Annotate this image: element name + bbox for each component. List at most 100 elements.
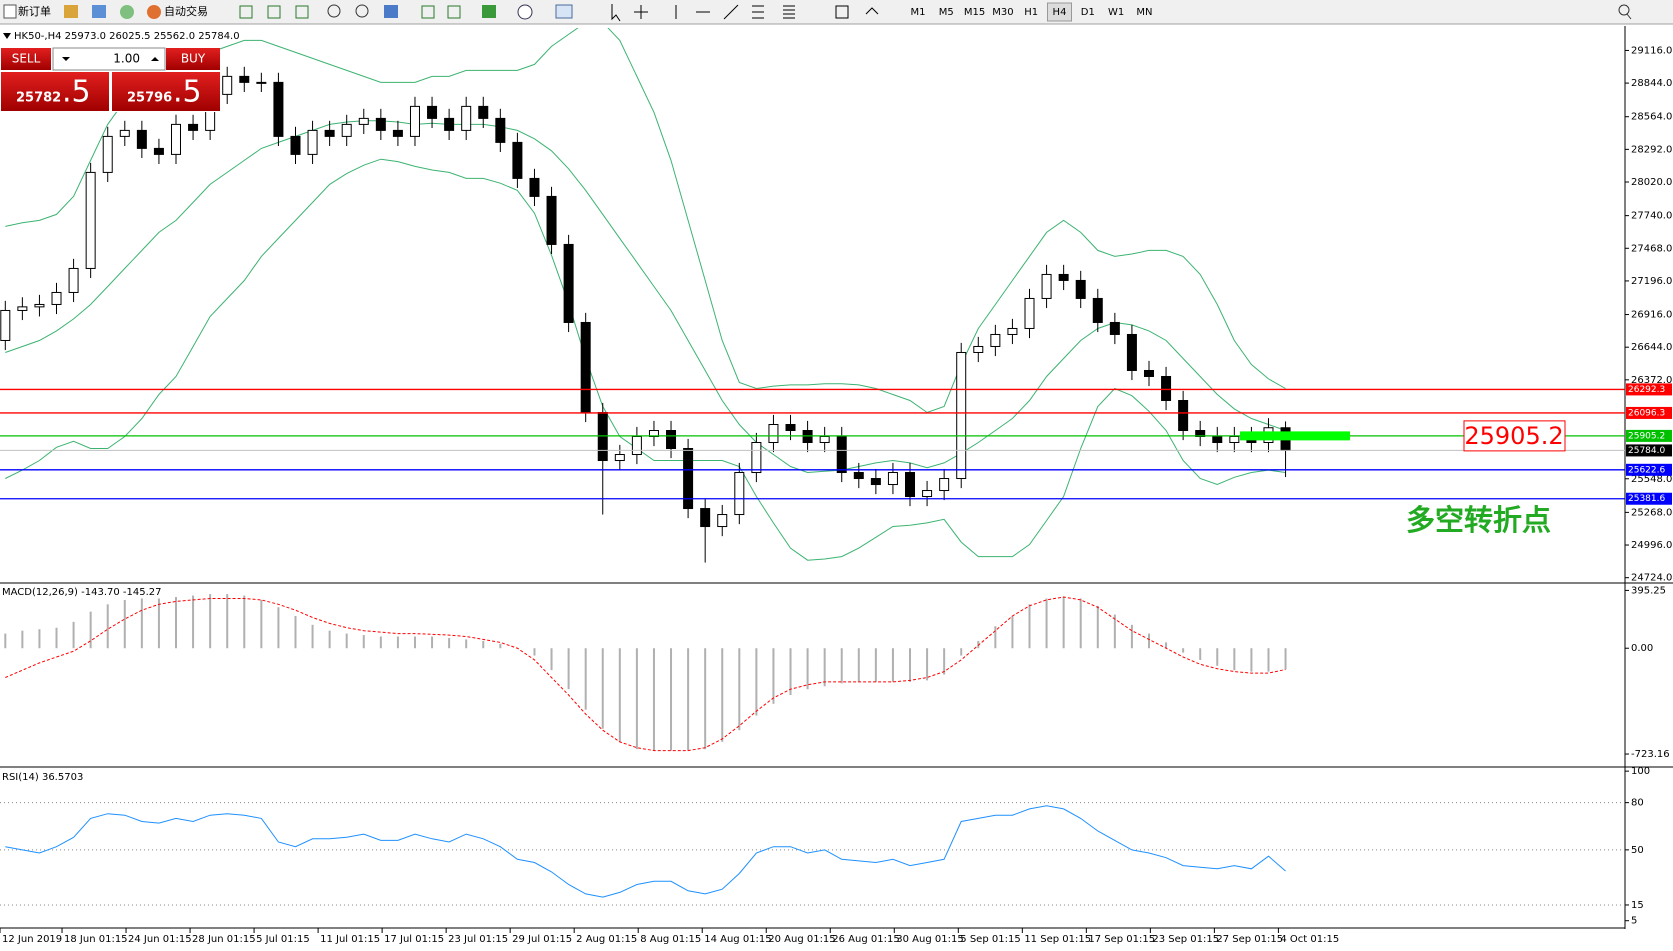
macd-bar: [738, 648, 741, 731]
macd-bar: [379, 636, 382, 649]
sell-price-fraction[interactable]: .5: [62, 75, 91, 110]
icon[interactable]: [267, 5, 281, 19]
macd-bar: [38, 629, 41, 649]
macd-bar: [499, 643, 502, 649]
search-icon[interactable]: [1618, 4, 1630, 16]
lots-up[interactable]: [151, 57, 159, 61]
lots-value[interactable]: 1.00: [113, 52, 140, 66]
candle-body: [666, 430, 677, 450]
macd-bar: [192, 595, 195, 649]
icon[interactable]: [239, 5, 253, 19]
icon[interactable]: [120, 5, 134, 19]
timeframe[interactable]: M15: [964, 7, 985, 18]
y-tick-label: 26372.0: [1631, 375, 1672, 386]
buy-price-box[interactable]: [112, 72, 220, 111]
icon[interactable]: [783, 5, 795, 19]
sell-button[interactable]: [1, 48, 51, 70]
icon[interactable]: [327, 4, 341, 18]
sell-label[interactable]: SELL: [12, 52, 41, 66]
chart-title: HK50-,H4 25973.0 26025.5 25562.0 25784.0: [14, 31, 240, 42]
timeframe[interactable]: M1: [911, 7, 926, 18]
macd-bar: [977, 640, 980, 649]
macd-bar: [260, 599, 263, 649]
icon[interactable]: [835, 5, 849, 19]
macd-bar: [550, 648, 553, 671]
lots-input[interactable]: [52, 47, 166, 71]
candle-body: [119, 129, 130, 137]
macd-bar: [209, 594, 212, 649]
icon[interactable]: [64, 5, 78, 18]
macd-bar: [1199, 648, 1202, 660]
auto-trade-icon[interactable]: [147, 5, 161, 19]
y-tick-label: 395.25: [1631, 585, 1666, 596]
macd-bar: [431, 636, 434, 649]
buy-price-fraction[interactable]: .5: [173, 75, 202, 110]
macd-bar: [1250, 648, 1253, 672]
icon[interactable]: [634, 5, 648, 19]
sell-price-box[interactable]: [1, 72, 109, 111]
icon[interactable]: [421, 5, 435, 19]
candle-body: [222, 75, 233, 95]
macd-bar: [857, 648, 860, 682]
level-callout: 25905.2: [1464, 422, 1563, 450]
icon[interactable]: [517, 4, 533, 20]
macd-bar: [1113, 614, 1116, 649]
icon[interactable]: [384, 5, 398, 18]
macd-bar: [840, 648, 843, 684]
timeframe[interactable]: H4: [1053, 7, 1067, 18]
y-tick-label: 25268.0: [1631, 507, 1672, 518]
icon[interactable]: [92, 5, 106, 18]
buy-button[interactable]: [166, 48, 220, 70]
macd-bar: [4, 633, 7, 649]
macd-bar: [533, 648, 536, 656]
icon[interactable]: [723, 4, 739, 20]
search-icon[interactable]: [1626, 13, 1632, 20]
auto-trade[interactable]: 自动交易: [164, 4, 208, 18]
macd-bar: [21, 630, 24, 649]
new-order[interactable]: 新订单: [18, 4, 51, 18]
icon[interactable]: [611, 4, 621, 22]
lots-down[interactable]: [62, 57, 70, 61]
icon[interactable]: [555, 4, 573, 19]
icon[interactable]: [865, 7, 879, 15]
timeframe[interactable]: M30: [992, 7, 1013, 18]
candle-body: [939, 478, 950, 492]
plot: [0, 802, 1625, 906]
candle-body: [0, 309, 11, 341]
candle-body: [631, 436, 642, 456]
macd-bar: [1096, 605, 1099, 649]
y-tick-label: 24996.0: [1631, 540, 1672, 551]
x-tick-label: 20 Aug 01:15: [768, 934, 835, 945]
macd-bar: [567, 648, 570, 690]
icon[interactable]: [447, 5, 461, 19]
macd-bar: [891, 648, 894, 682]
timeframe[interactable]: H1: [1024, 7, 1038, 18]
level-label: 25622.6: [1628, 465, 1665, 475]
candle-body: [153, 147, 164, 155]
level-label-bg: [1626, 383, 1672, 396]
buy-label[interactable]: BUY: [181, 52, 206, 66]
candle-body: [700, 508, 711, 528]
macd-bar: [943, 648, 946, 675]
icon[interactable]: [482, 5, 496, 18]
candle-body: [290, 135, 301, 155]
macd-bar: [823, 648, 826, 687]
candle-body: [85, 171, 96, 269]
level-marker: [1240, 431, 1350, 441]
bid-label: 25784.0: [1628, 446, 1665, 456]
icon[interactable]: [295, 5, 309, 19]
new-order-icon[interactable]: [3, 4, 17, 19]
icon[interactable]: [355, 4, 369, 18]
icon[interactable]: [752, 5, 764, 19]
candle-body: [427, 105, 438, 119]
candle-body: [546, 195, 557, 245]
timeframe[interactable]: W1: [1108, 7, 1124, 18]
sell-price[interactable]: 25782: [16, 91, 61, 106]
timeframe[interactable]: MN: [1136, 7, 1152, 18]
timeframe[interactable]: M5: [939, 7, 954, 18]
timeframe[interactable]: D1: [1081, 7, 1095, 18]
x-tick-label: 8 Aug 01:15: [640, 934, 701, 945]
pane-title: RSI(14) 36.5703: [2, 772, 83, 783]
candle-body: [1024, 297, 1035, 329]
buy-price[interactable]: 25796: [127, 91, 172, 106]
